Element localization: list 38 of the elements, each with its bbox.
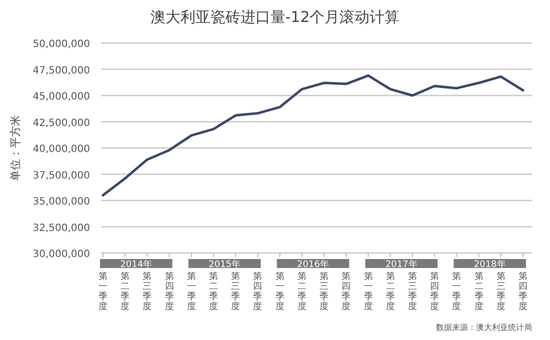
x-tick-label: 第二季度 [386, 271, 395, 312]
x-tick-label: 第四季度 [342, 271, 351, 312]
y-tick-label: 35,000,000 [32, 196, 90, 208]
line-series [102, 74, 524, 197]
x-tick-label: 第一季度 [98, 271, 108, 312]
y-axis-title: 单位：平方米 [9, 115, 22, 181]
x-tick-label: 第三季度 [496, 271, 506, 312]
text: 2014年 [120, 259, 152, 270]
x-tick-label: 第二季度 [474, 271, 484, 312]
y-tick-label: 37,500,000 [32, 170, 90, 182]
source-note: 数据来源：澳大利亚统计局 [436, 323, 532, 332]
x-tick-label: 第四季度 [164, 271, 174, 312]
y-tick-label: 32,500,000 [32, 222, 90, 234]
y-tick-label: 47,500,000 [32, 65, 90, 76]
x-tick-label: 第四季度 [430, 271, 440, 312]
x-tick-label: 第一季度 [452, 271, 462, 312]
y-tick-label: 50,000,000 [32, 39, 90, 50]
chart-title: 澳大利亚瓷砖进口量-12个月滚动计算 [150, 8, 400, 26]
x-tick-label: 第二季度 [209, 271, 218, 312]
y-tick-label: 45,000,000 [32, 92, 90, 102]
x-tick-label: 第一季度 [364, 271, 373, 312]
x-tick-label: 第三季度 [142, 271, 152, 312]
y-tick-label: 42,500,000 [32, 118, 90, 129]
x-tick-label: 第三季度 [408, 271, 417, 312]
x-tick-label: 第二季度 [297, 271, 306, 312]
x-tick-label: 第四季度 [518, 271, 528, 312]
x-tick-label: 第三季度 [320, 271, 329, 312]
text: 2015年 [208, 259, 241, 270]
x-tick-label: 第二季度 [120, 271, 130, 312]
text: 2016年 [297, 259, 329, 270]
y-tick-label: 30,000,000 [32, 249, 90, 260]
x-tick-label: 第一季度 [186, 271, 196, 312]
text: 2017年 [385, 259, 418, 270]
text: 2018年 [474, 259, 506, 270]
x-tick-label: 第四季度 [253, 271, 262, 312]
x-tick-label: 第一季度 [275, 271, 284, 312]
x-tick-label: 第三季度 [231, 271, 240, 312]
y-tick-label: 40,000,000 [32, 144, 90, 155]
